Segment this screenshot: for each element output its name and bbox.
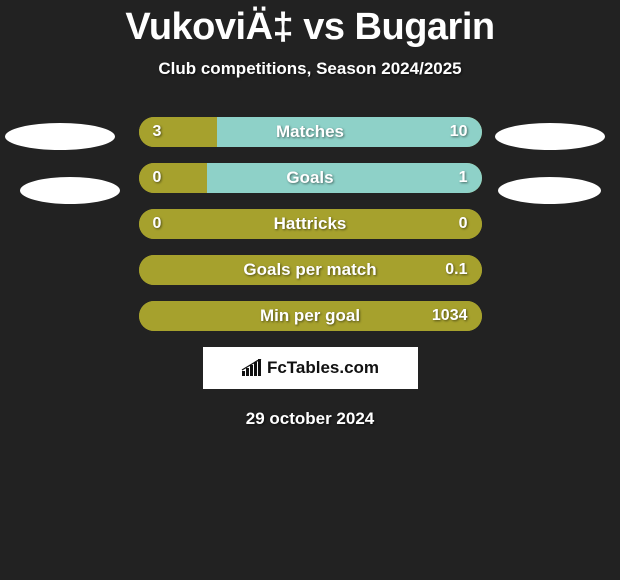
bar-fill-left bbox=[139, 163, 208, 193]
page-title: VukoviÄ‡ vs Bugarin bbox=[0, 0, 620, 49]
bar-label: Goals per match bbox=[243, 260, 376, 280]
bar-label: Min per goal bbox=[260, 306, 360, 326]
page-subtitle: Club competitions, Season 2024/2025 bbox=[0, 59, 620, 79]
bar-value-right: 1 bbox=[459, 169, 468, 187]
bar-fill-right bbox=[207, 163, 481, 193]
decorative-ellipse bbox=[5, 123, 115, 150]
comparison-bars: 3 10 Matches 0 1 Goals 0 0 Hattricks 0.1 Goals per… bbox=[139, 117, 482, 331]
bar-value-left: 0 bbox=[153, 169, 162, 187]
bar-value-right: 0 bbox=[459, 215, 468, 233]
bar-value-left: 3 bbox=[153, 123, 162, 141]
date-line: 29 october 2024 bbox=[0, 409, 620, 429]
bar-fill-right bbox=[217, 117, 481, 147]
bar-row: 3 10 Matches bbox=[139, 117, 482, 147]
bar-value-right: 10 bbox=[450, 123, 468, 141]
decorative-ellipse bbox=[20, 177, 120, 204]
bar-fill-left bbox=[139, 117, 218, 147]
decorative-ellipse bbox=[495, 123, 605, 150]
bar-value-left: 0 bbox=[153, 215, 162, 233]
bar-label: Hattricks bbox=[274, 214, 347, 234]
bar-row: 1034 Min per goal bbox=[139, 301, 482, 331]
bar-row: 0 1 Goals bbox=[139, 163, 482, 193]
bar-value-right: 1034 bbox=[432, 307, 468, 325]
bar-label: Goals bbox=[286, 168, 333, 188]
decorative-ellipse bbox=[498, 177, 601, 204]
brand-label: FcTables.com bbox=[267, 358, 379, 378]
brand-box[interactable]: FcTables.com bbox=[203, 347, 418, 389]
bar-row: 0.1 Goals per match bbox=[139, 255, 482, 285]
bar-value-right: 0.1 bbox=[445, 261, 467, 279]
bar-chart-icon bbox=[241, 359, 263, 377]
bar-row: 0 0 Hattricks bbox=[139, 209, 482, 239]
bar-label: Matches bbox=[276, 122, 344, 142]
